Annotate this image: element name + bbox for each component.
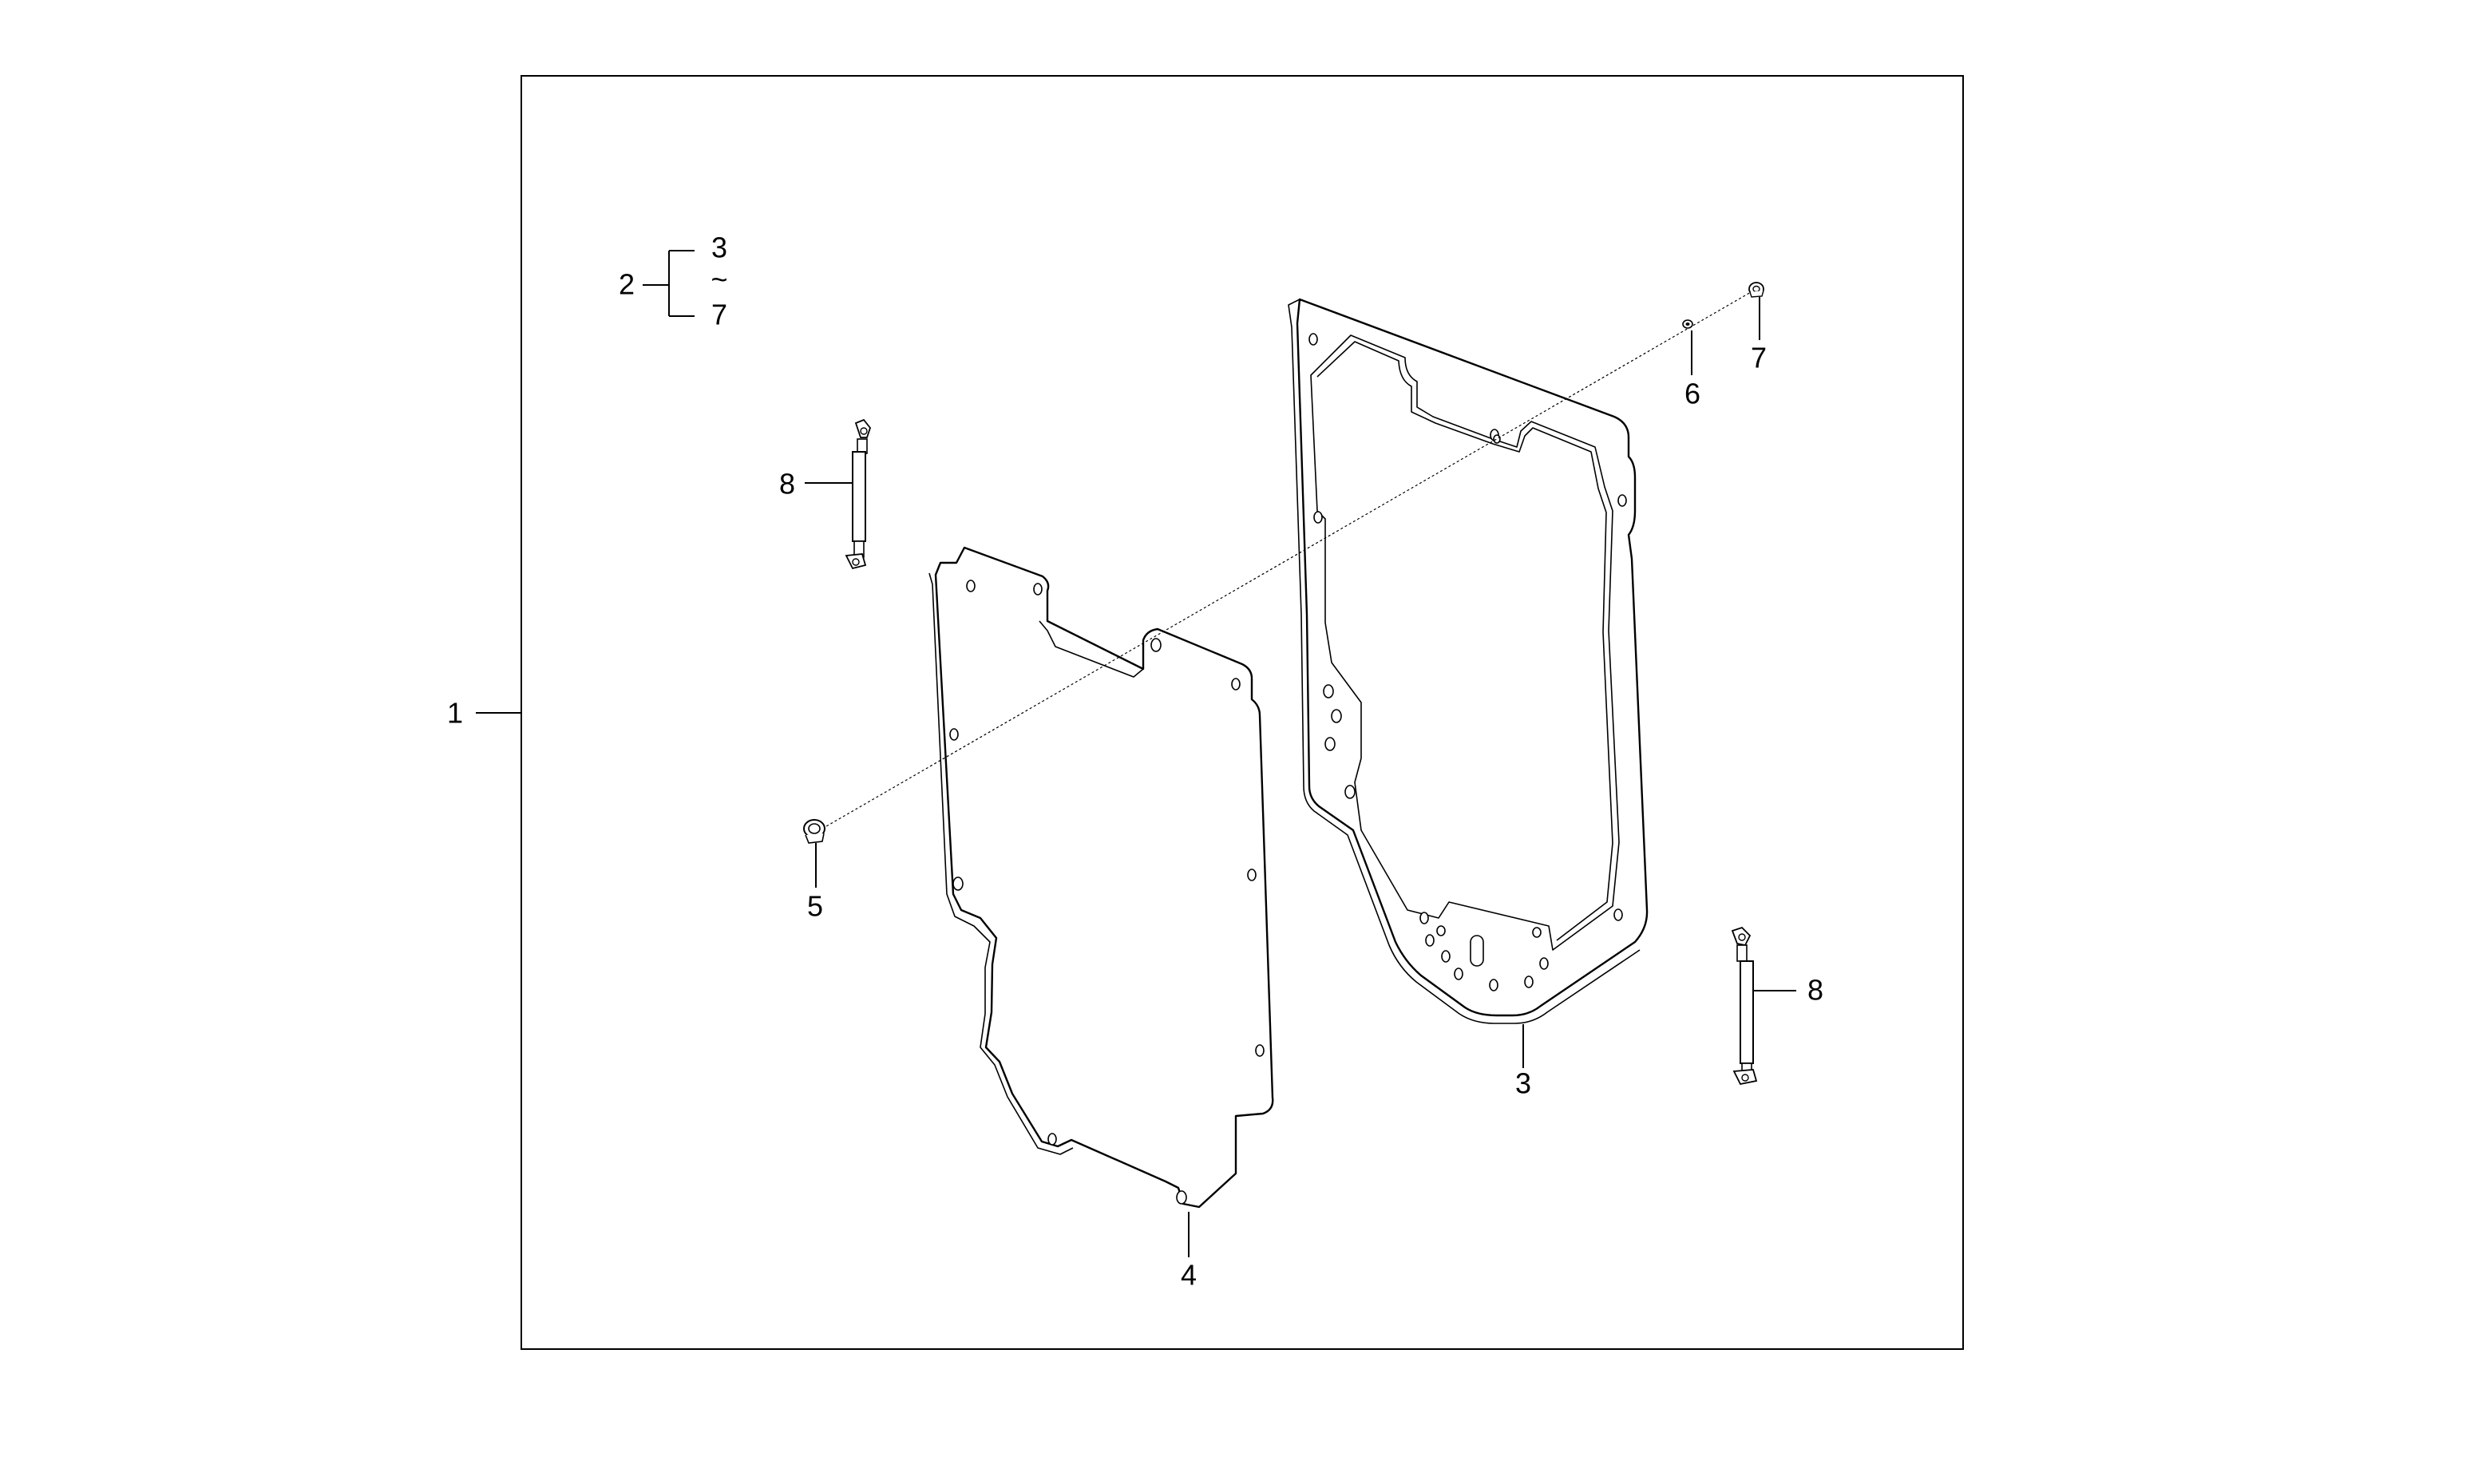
callout-3: 3 <box>1515 1067 1531 1100</box>
callout-5: 5 <box>807 890 823 923</box>
callout-8-left: 8 <box>779 468 795 501</box>
callout-7: 7 <box>1751 342 1767 374</box>
callout-6: 6 <box>1684 378 1700 410</box>
callout-4: 4 <box>1181 1259 1197 1292</box>
washer-part <box>1682 319 1693 329</box>
cap-part <box>1748 282 1764 298</box>
gas-spring-left-part <box>845 418 872 570</box>
callout-2-range-start: 3 <box>711 232 727 264</box>
screw-part <box>803 819 825 844</box>
callout-2: 2 <box>619 268 635 301</box>
frame-part <box>1288 298 1649 1024</box>
panel-part <box>928 546 1274 1209</box>
callout-1: 1 <box>447 697 463 730</box>
callout-2-range-tilde: ~ <box>711 263 727 296</box>
callout-8-right: 8 <box>1807 974 1823 1007</box>
kit-bracket <box>643 250 695 317</box>
callout-2-range-end: 7 <box>711 299 727 331</box>
gas-spring-right-part <box>1731 926 1758 1086</box>
